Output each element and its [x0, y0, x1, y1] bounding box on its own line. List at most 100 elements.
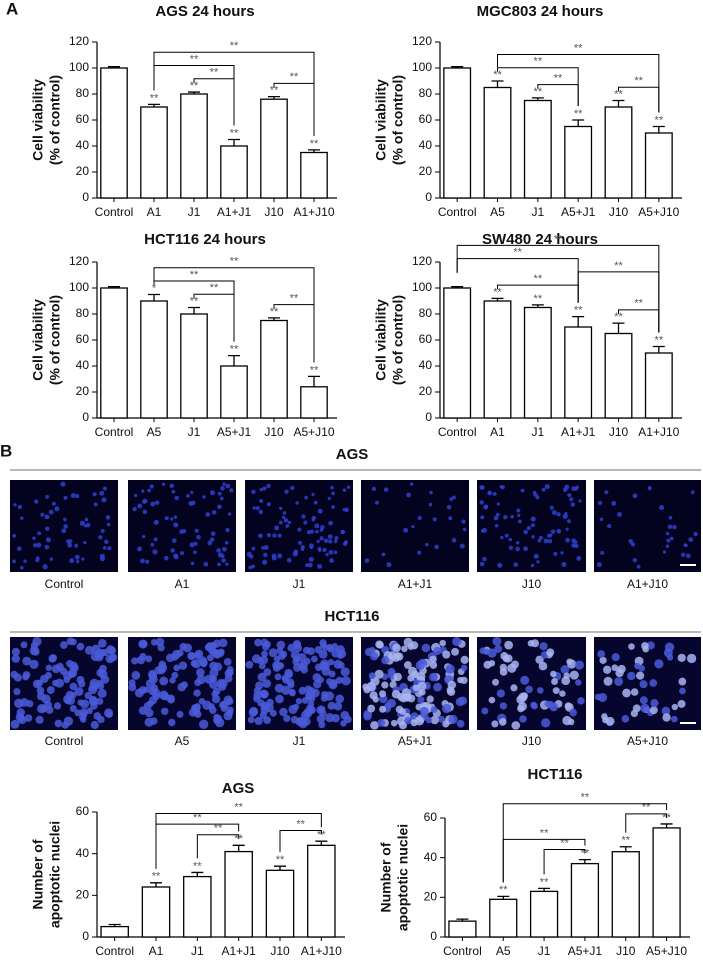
nucleus [294, 644, 303, 653]
nucleus [149, 674, 158, 684]
sig-bracket-label: ** [554, 233, 563, 245]
bar [300, 386, 328, 419]
nucleus [16, 708, 25, 717]
nucleus [138, 639, 148, 649]
nucleus [426, 695, 434, 703]
nucleus [504, 640, 514, 650]
bar [180, 313, 208, 419]
nucleus [328, 520, 333, 526]
nucleus [346, 485, 351, 489]
nucleus [479, 500, 484, 505]
nucleus [190, 659, 198, 668]
nucleus [309, 529, 315, 534]
y-axis-label: Cell viability [30, 299, 46, 381]
sig-label: ** [310, 138, 319, 150]
nucleus [290, 485, 295, 491]
nucleus [342, 488, 347, 492]
nucleus [597, 500, 603, 506]
nucleus [90, 720, 99, 730]
nucleus [517, 513, 521, 518]
nucleus [160, 692, 170, 701]
nucleus [318, 649, 328, 659]
x-tick-label: A5 [496, 944, 511, 958]
sig-bracket-label: ** [190, 269, 199, 281]
nucleus [44, 514, 50, 520]
nucleus [276, 640, 286, 650]
sig-label: ** [499, 884, 508, 896]
nucleus [390, 719, 398, 727]
y-tick-label: 80 [419, 86, 433, 100]
nucleus [36, 692, 46, 701]
nucleus [64, 697, 72, 705]
y-tick-label: 80 [419, 306, 433, 320]
bar [183, 875, 212, 938]
bar [644, 352, 673, 419]
nucleus [303, 520, 308, 525]
nucleus [340, 667, 350, 677]
nucleus [276, 647, 284, 654]
nucleus [78, 680, 86, 688]
nucleus [292, 703, 300, 711]
y-tick-label: 20 [76, 164, 90, 178]
nucleus [63, 524, 68, 529]
nucleus [560, 551, 564, 555]
nucleus [211, 510, 217, 515]
sig-label: ** [614, 88, 623, 100]
nucleus [311, 515, 317, 521]
nucleus [511, 660, 519, 669]
nucleus [459, 543, 465, 549]
nucleus [105, 515, 111, 520]
y-tick-label: 120 [412, 254, 432, 268]
nucleus [51, 664, 61, 674]
nucleus [61, 721, 69, 729]
nucleus [499, 667, 508, 676]
nucleus [482, 556, 487, 562]
nucleus [371, 486, 377, 492]
nucleus [374, 500, 379, 505]
nucleus [492, 636, 502, 646]
nucleus [207, 540, 213, 546]
nucleus [492, 678, 500, 686]
y-tick-label: 100 [69, 280, 89, 294]
bar [307, 844, 336, 938]
nucleus [432, 517, 437, 522]
image-caption: J10 [522, 734, 542, 748]
nucleus [661, 706, 671, 716]
nucleus [571, 543, 576, 548]
nucleus [538, 535, 544, 540]
nucleus [147, 488, 151, 493]
nucleus [541, 718, 551, 728]
nucleus [604, 490, 609, 495]
sig-bracket-label: ** [190, 53, 199, 65]
nucleus [99, 553, 105, 559]
bar [100, 925, 129, 938]
micrograph [245, 480, 353, 572]
x-tick-label: A5+J1 [568, 944, 603, 958]
bar [564, 326, 593, 419]
nucleus [262, 486, 267, 491]
bar [448, 920, 477, 938]
nucleus [333, 539, 338, 544]
x-tick-label: J10 [609, 205, 629, 219]
y-tick-label: 20 [76, 888, 90, 902]
nucleus [279, 506, 283, 511]
error-bar [148, 103, 160, 107]
nucleus [484, 504, 489, 509]
nucleus [221, 558, 226, 563]
sig-bracket-label: ** [534, 273, 543, 285]
nucleus [448, 516, 453, 521]
image-caption: A5 [175, 734, 190, 748]
x-tick-label: J10 [609, 425, 629, 439]
nucleus [452, 636, 462, 647]
nucleus [685, 553, 691, 559]
nucleus [326, 678, 333, 685]
nucleus [574, 660, 584, 670]
sig-bracket-label: ** [193, 812, 202, 824]
nucleus [570, 502, 576, 507]
sig-label: ** [276, 854, 285, 866]
nucleus [141, 489, 145, 493]
nucleus [662, 713, 671, 722]
nucleus [598, 693, 608, 703]
error-bar [228, 138, 240, 146]
nucleus [407, 666, 418, 676]
